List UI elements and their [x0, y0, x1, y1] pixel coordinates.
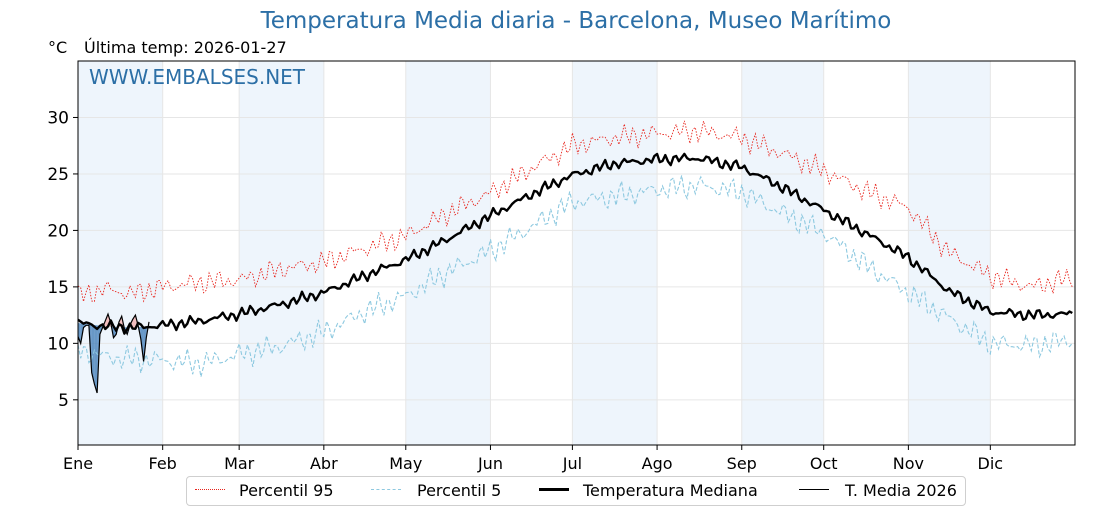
legend-p5-label: Percentil 5 [417, 481, 502, 500]
chart-title: Temperatura Media diaria - Barcelona, Mu… [260, 8, 892, 34]
legend-p95-swatch [195, 489, 225, 490]
month-band [741, 61, 824, 445]
y-tick-label: 10 [47, 334, 69, 354]
x-tick-label: Dic [978, 454, 1004, 473]
x-tick-label: Jun [477, 454, 503, 473]
x-tick-label: May [389, 454, 422, 473]
legend-current-label: T. Media 2026 [845, 481, 957, 500]
x-tick-label: Mar [224, 454, 255, 473]
p95-line [77, 120, 1073, 303]
x-tick-label: Sep [727, 454, 757, 473]
month-band [405, 61, 491, 445]
x-tick-label: Abr [310, 454, 338, 473]
y-tick-label: 30 [47, 108, 69, 128]
anomaly-above-fill [132, 315, 136, 328]
y-unit-label: °C [48, 38, 68, 57]
x-tick-label: Nov [893, 454, 924, 473]
legend-current-swatch [799, 489, 829, 490]
y-tick-label: 5 [58, 391, 69, 411]
y-tick-label: 20 [47, 221, 69, 241]
month-band [239, 61, 324, 445]
month-band [908, 61, 991, 445]
x-tick-label: Ene [63, 454, 93, 473]
anomaly-below-fill [91, 324, 95, 385]
temperature-chart: WWW.EMBALSES.NET 5 10 15 20 25 30 Ene Feb Mar Abr M… [47, 60, 1076, 473]
median-line [77, 152, 1073, 335]
y-tick-label: 25 [47, 165, 69, 185]
watermark: WWW.EMBALSES.NET [89, 65, 306, 89]
legend-median-label: Temperatura Mediana [583, 481, 758, 500]
p5-line [77, 175, 1073, 377]
month-band [572, 61, 658, 445]
legend-p95-label: Percentil 95 [239, 481, 334, 500]
legend-median-swatch [539, 488, 569, 491]
y-tick-label: 15 [47, 278, 69, 298]
last-temp-label: Última temp: 2026-01-27 [84, 38, 287, 57]
x-tick-label: Feb [149, 454, 177, 473]
x-tick-label: Jul [562, 454, 582, 473]
plot-frame [77, 60, 1076, 446]
x-tick-label: Ago [642, 454, 673, 473]
legend: Percentil 95 Percentil 5 Temperatura Med… [186, 476, 966, 506]
month-band [78, 61, 163, 445]
current-year-line [77, 312, 150, 394]
legend-p5-swatch [371, 489, 401, 490]
anomaly-below-fill [94, 325, 98, 394]
x-tick-label: Oct [810, 454, 838, 473]
